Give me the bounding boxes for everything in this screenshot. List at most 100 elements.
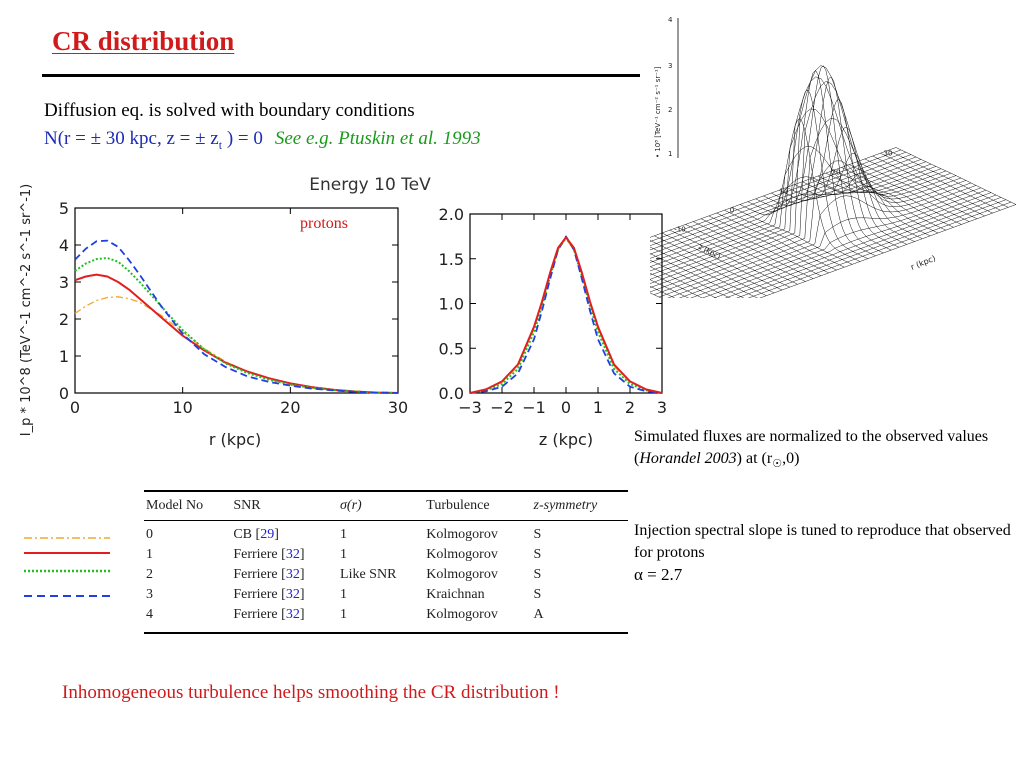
surface-line-r — [856, 161, 978, 219]
citation-link[interactable]: 32 — [285, 607, 300, 622]
surface-r-tick: 30 — [884, 150, 893, 158]
surface-line-r — [669, 229, 790, 288]
r-chart-ytick-label: 3 — [59, 273, 69, 292]
table-row: 0 CB [29] 1 Kolmogorov S — [144, 521, 628, 546]
surface-line-z — [701, 192, 992, 298]
surface-line-z — [690, 189, 987, 298]
citation-link[interactable]: 29 — [260, 527, 275, 542]
cell-turbulence: Kolmogorov — [424, 605, 532, 634]
sun-symbol: ☉ — [772, 458, 783, 471]
surface-z-tick-4: 4 — [668, 16, 673, 24]
chart-title: Energy 10 TeV — [309, 175, 431, 195]
snr-name: Ferriere — [233, 587, 278, 602]
citation-link[interactable]: 32 — [285, 567, 300, 582]
col-z-symmetry: z-symmetry — [531, 490, 628, 521]
note-1-citation: Horandel 2003 — [639, 450, 737, 467]
table-row: 1 Ferriere [32] 1 Kolmogorov S — [144, 545, 628, 565]
r-chart-ytick-label: 2 — [59, 310, 69, 329]
surface-r-tick: 20 — [832, 169, 841, 177]
surface-line-r — [708, 215, 829, 274]
surface-r-label: r (kpc) — [909, 254, 937, 272]
note-1-text-b: ) at (r — [736, 450, 773, 467]
x-axis-label-z: z (kpc) — [539, 430, 593, 449]
surface-line-r — [849, 164, 970, 222]
surface-line-z — [747, 201, 1012, 298]
col-turbulence: Turbulence — [424, 490, 532, 521]
r-chart-frame — [74, 207, 399, 394]
cell-sigma: 1 — [340, 547, 348, 562]
conclusion-text: Inhomogeneous turbulence helps smoothing… — [62, 682, 560, 703]
citation-link[interactable]: 32 — [285, 587, 300, 602]
citation-link[interactable]: 32 — [285, 547, 300, 562]
surface-line-r — [732, 207, 853, 265]
snr-name: CB — [233, 527, 253, 542]
cell-model: 0 — [146, 527, 153, 542]
col-sigma: σ(r) — [338, 490, 425, 521]
z-chart-xtick-label: −3 — [458, 398, 482, 417]
cell-model: 3 — [146, 587, 153, 602]
surface-line-z — [759, 204, 1017, 298]
surface-line-r — [650, 279, 690, 298]
surface-line-r — [650, 285, 676, 298]
surface-z-tick-2: 2 — [668, 106, 672, 114]
surface-z-tick-3: 3 — [668, 62, 672, 70]
r-chart-xtick-label: 0 — [70, 398, 80, 417]
z-chart-series-dotted — [469, 236, 663, 394]
surface-line-r — [864, 158, 985, 217]
vertical-profile-chart: −3 −2 −1 0 1 2 3 0.0 0.5 1.0 1.5 2.0 — [439, 205, 668, 417]
surface-line-z — [650, 156, 917, 255]
surface-line-z — [650, 154, 912, 251]
col-snr: SNR — [231, 490, 339, 521]
z-chart-ytick-label: 2.0 — [439, 205, 464, 224]
snr-name: Ferriere — [233, 607, 278, 622]
r-chart-xtick-label: 20 — [280, 398, 300, 417]
z-chart-ytick-label: 0.5 — [439, 339, 464, 358]
col-model-no: Model No — [144, 490, 232, 521]
surface-line-r — [739, 118, 861, 262]
alpha-value: α = 2.7 — [634, 565, 683, 584]
surface-line-r — [693, 221, 814, 279]
z-chart-series-dashed — [469, 235, 663, 394]
surface-r-tick: 10 — [780, 188, 789, 196]
cell-snr: Ferriere [32] — [233, 587, 305, 602]
z-chart-ytick-label: 0.0 — [439, 384, 464, 403]
surface-line-r — [802, 173, 923, 239]
note-1-text-a: Simulated fluxes are normalized to the o… — [634, 428, 989, 467]
surface-line-r — [755, 69, 876, 257]
z-chart-ytick-label: 1.0 — [439, 295, 464, 314]
cell-turbulence: Kraichnan — [426, 587, 485, 602]
z-chart-xtick-label: −2 — [490, 398, 514, 417]
snr-name: Ferriere — [233, 567, 278, 582]
cell-snr: Ferriere [32] — [231, 605, 339, 634]
z-chart-xtick-label: 1 — [593, 398, 603, 417]
surface-line-r — [650, 266, 717, 298]
radial-profile-chart: 0 10 20 30 0 1 2 3 4 5 — [59, 199, 408, 417]
model-table: Model No SNR σ(r) Turbulence z-symmetry … — [144, 490, 628, 634]
surface-line-r — [661, 232, 783, 291]
cell-turbulence: Kolmogorov — [426, 527, 498, 542]
surface-line-r — [794, 153, 915, 242]
table-row: 3 Ferriere [32] 1 Kraichnan S — [144, 585, 628, 605]
cell-snr: CB [29] — [233, 527, 279, 542]
surface-z-label: • 10⁸ [TeV⁻¹ cm⁻² s⁻¹ sr⁻¹] — [654, 66, 662, 158]
boundary-subscript: t — [218, 137, 223, 152]
surface-line-r — [650, 253, 745, 298]
surface-line-r — [724, 209, 845, 268]
injection-note: Injection spectral slope is tuned to rep… — [634, 520, 1014, 587]
surface-line-r — [771, 76, 892, 251]
cell-sigma: 1 — [340, 527, 348, 542]
surface-line-r — [895, 147, 1017, 205]
r-chart-xtick-label: 30 — [388, 398, 408, 417]
normalization-note: Simulated fluxes are normalized to the o… — [634, 426, 1014, 475]
note-1-text-c: ,0) — [782, 450, 800, 467]
boundary-condition: N(r = ± 30 kpc, z = ± zt ) = 0 See e.g. P… — [44, 128, 481, 153]
surface-mesh — [650, 65, 1017, 298]
surface-line-r — [650, 246, 759, 298]
surface-line-r — [654, 235, 775, 294]
snr-name: Ferriere — [233, 547, 278, 562]
surface-plot-3d: 4 3 2 1 • 10⁸ [TeV⁻¹ cm⁻² s⁻¹ sr⁻¹] r (k… — [650, 16, 1017, 298]
chart-annotation-protons: protons — [300, 215, 348, 232]
legend-line-samples — [24, 537, 110, 597]
surface-r-tick: -10 — [674, 226, 685, 234]
